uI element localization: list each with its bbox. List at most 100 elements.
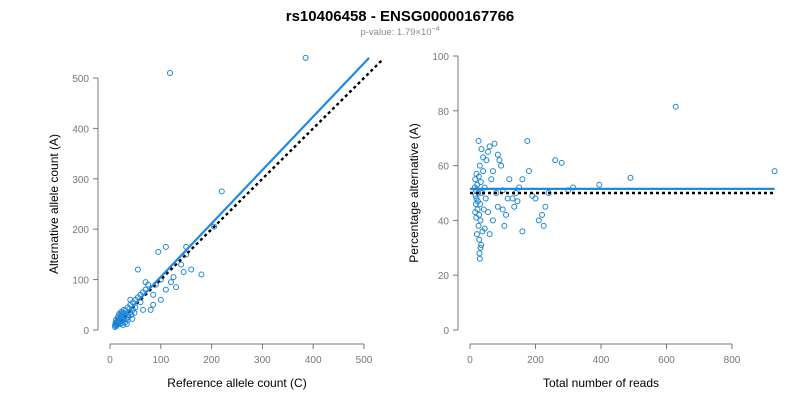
y-tick-label: 400 [72, 124, 89, 135]
data-point [473, 231, 480, 238]
x-tick-label: 500 [356, 355, 373, 366]
data-point [477, 217, 484, 224]
y-tick-label: 100 [72, 276, 89, 287]
data-point [476, 236, 483, 243]
data-point [123, 320, 130, 327]
data-point [482, 195, 489, 202]
data-point [480, 168, 487, 175]
left-scatter-panel: 0 100 200 300 400 500 0 100 200 300 400 500 Referenc… [47, 54, 383, 390]
data-point [540, 222, 547, 229]
data-point [499, 206, 506, 213]
data-point [491, 140, 498, 147]
data-point [514, 198, 521, 205]
y-tick-label: 80 [438, 107, 450, 118]
subtitle-exponent: −4 [432, 26, 440, 33]
data-point [173, 284, 180, 291]
data-point [476, 250, 483, 257]
y-tick-label: 100 [432, 52, 449, 63]
data-point [472, 176, 479, 183]
data-point [477, 244, 484, 251]
data-point [503, 211, 510, 218]
data-point [496, 157, 503, 164]
x-tick-label: 600 [658, 355, 675, 366]
data-point [127, 296, 134, 303]
data-point [494, 151, 501, 158]
y-tick-label: 20 [438, 271, 450, 282]
x-tick-label: 0 [467, 355, 473, 366]
data-point [162, 286, 169, 293]
x-tick-label: 800 [724, 355, 741, 366]
y-tick-label: 40 [438, 216, 450, 227]
data-point [489, 217, 496, 224]
y-tick-label: 200 [72, 225, 89, 236]
data-point [131, 309, 138, 316]
data-point [509, 195, 516, 202]
subtitle-prefix: p-value: 1.79×10 [360, 27, 431, 38]
x-tick-label: 200 [527, 355, 544, 366]
data-point [525, 168, 532, 175]
data-point [162, 243, 169, 250]
data-point [498, 162, 505, 169]
data-point [493, 190, 500, 196]
x-tick-label: 400 [305, 355, 322, 366]
data-point [472, 200, 479, 207]
data-point [471, 184, 478, 191]
y-tick-label: 60 [438, 162, 450, 173]
data-point [211, 223, 218, 230]
x-tick-label: 400 [593, 355, 610, 366]
y-tick-label: 300 [72, 175, 89, 186]
data-point [532, 195, 539, 202]
data-point [180, 269, 187, 276]
data-point [519, 176, 526, 183]
data-point [140, 306, 147, 313]
data-point [504, 195, 511, 202]
data-point [506, 176, 513, 183]
data-point [166, 69, 173, 76]
data-point [481, 225, 488, 232]
data-point [155, 248, 162, 255]
data-point [542, 203, 549, 210]
data-point [501, 222, 508, 229]
y-tick-label: 0 [443, 326, 449, 337]
data-point [476, 255, 483, 262]
data-point [672, 103, 679, 110]
data-point [120, 321, 127, 328]
data-point [494, 203, 501, 210]
data-point [476, 162, 483, 169]
x-tick-label: 200 [203, 355, 220, 366]
x-tick-label: 100 [152, 355, 169, 366]
data-point [198, 271, 205, 278]
data-point [472, 209, 479, 216]
data-point [472, 192, 479, 199]
reference-line [114, 59, 383, 326]
data-point [524, 137, 531, 144]
data-point [483, 157, 490, 164]
data-point [170, 274, 177, 281]
data-point [302, 54, 309, 61]
data-point [545, 190, 552, 196]
data-point [178, 261, 185, 268]
x-tick-label: 300 [254, 355, 271, 366]
data-point [539, 211, 546, 218]
data-point [485, 148, 492, 155]
data-point [150, 301, 157, 308]
data-point [480, 154, 487, 161]
data-point [157, 296, 164, 303]
data-point [516, 184, 523, 191]
data-point [473, 195, 480, 202]
data-point [473, 214, 480, 221]
data-point [150, 291, 157, 298]
data-point [142, 279, 149, 286]
data-point [570, 184, 577, 191]
data-point [147, 306, 154, 313]
data-point [134, 266, 141, 273]
y-tick-label: 0 [83, 326, 89, 337]
data-point [473, 170, 480, 177]
data-point [478, 146, 485, 153]
data-point [596, 181, 603, 188]
data-point [188, 266, 195, 273]
figure-subtitle: p-value: 1.79×10−4 [360, 26, 439, 38]
data-point [480, 206, 487, 213]
y-tick-label: 500 [72, 74, 89, 85]
x-axis-title: Reference allele count (C) [167, 376, 306, 390]
